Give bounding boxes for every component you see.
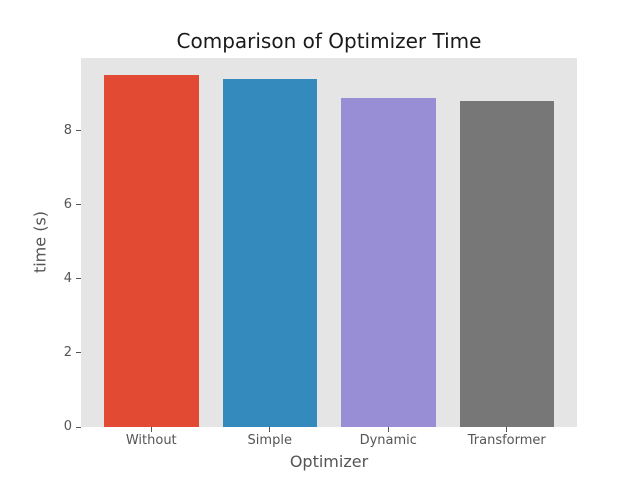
bar-without xyxy=(104,75,199,427)
x-tick-mark xyxy=(269,427,271,432)
bar-dynamic xyxy=(341,97,436,427)
x-tick-label: Simple xyxy=(247,433,292,448)
y-tick-mark xyxy=(76,130,81,132)
x-tick-mark xyxy=(506,427,508,432)
bar-simple xyxy=(222,79,317,427)
y-tick-label: 6 xyxy=(63,196,72,212)
x-tick-mark xyxy=(387,427,389,432)
x-tick-label: Dynamic xyxy=(359,433,417,448)
y-tick-label: 8 xyxy=(63,122,72,138)
y-tick-label: 0 xyxy=(63,419,72,434)
plot-area xyxy=(81,58,577,427)
y-tick-mark xyxy=(76,352,81,354)
chart-title: Comparison of Optimizer Time xyxy=(176,29,482,53)
y-tick-mark xyxy=(76,426,81,428)
y-tick-label: 2 xyxy=(63,344,72,360)
x-tick-label: Transformer xyxy=(467,433,546,448)
y-tick-mark xyxy=(76,204,81,206)
bar-transformer xyxy=(459,101,554,427)
y-tick-label: 4 xyxy=(63,270,72,286)
x-tick-label: Without xyxy=(125,433,177,448)
x-tick-mark xyxy=(150,427,152,432)
y-tick-mark xyxy=(76,278,81,280)
x-axis-label: Optimizer xyxy=(289,452,369,471)
y-axis-label: time (s) xyxy=(30,210,50,274)
